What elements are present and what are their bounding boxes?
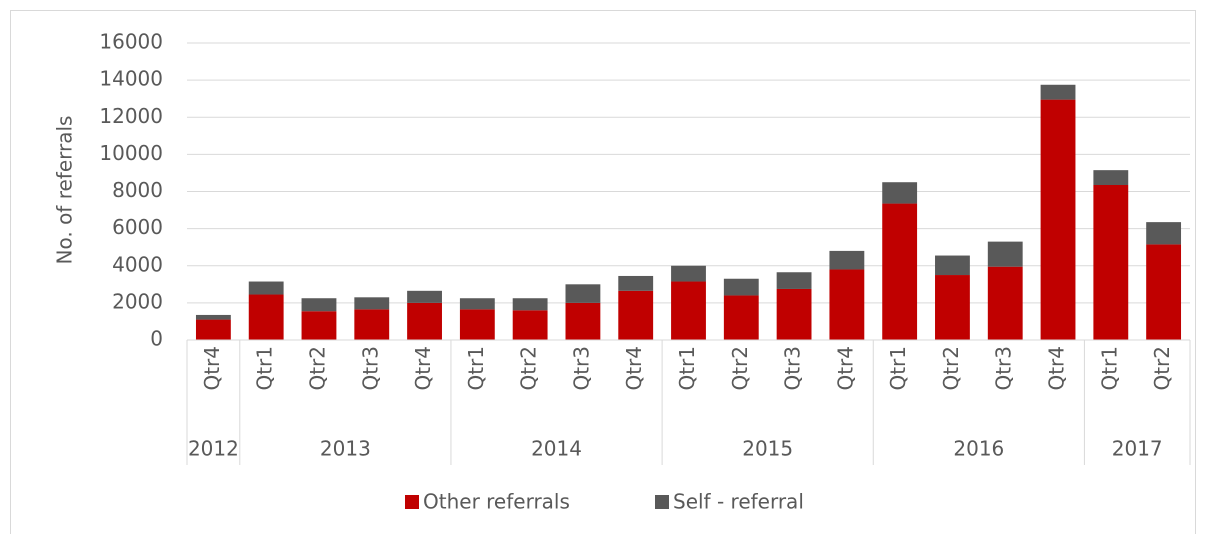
bar-segment (618, 275, 654, 291)
x-tick-label: Qtr4 (200, 346, 224, 391)
bar-segment (671, 281, 706, 340)
x-tick-label: Qtr2 (728, 346, 752, 391)
x-tick-label: Qtr1 (886, 346, 910, 391)
y-tick-label: 2000 (112, 289, 163, 313)
year-label: 2015 (742, 437, 793, 461)
x-tick-label: Qtr3 (781, 346, 805, 391)
bar-segment (459, 309, 495, 340)
bar-segment (512, 298, 548, 311)
x-tick-label: Qtr1 (1097, 346, 1121, 391)
bar-segment (301, 298, 337, 312)
bar-segment (407, 290, 442, 303)
bar-segment (882, 203, 918, 340)
y-tick-label: 10000 (99, 141, 163, 165)
bar-segment (1093, 185, 1129, 340)
x-tick-label: Qtr3 (992, 346, 1016, 391)
bar-segment (723, 295, 759, 340)
bar-segment (354, 309, 390, 340)
y-tick-label: 4000 (112, 252, 163, 276)
y-tick-label: 6000 (112, 215, 163, 239)
year-label: 2014 (531, 437, 582, 461)
bar-segment (987, 266, 1023, 340)
x-tick-label: Qtr2 (1150, 346, 1174, 391)
bar-segment (565, 302, 601, 340)
x-tick-label: Qtr1 (464, 346, 488, 391)
x-tick-label: Qtr4 (833, 346, 857, 391)
y-axis-label: No. of referrals (53, 116, 77, 265)
bar-segment (829, 250, 865, 270)
legend-label: Other referrals (423, 490, 570, 514)
x-tick-label: Qtr2 (517, 346, 541, 391)
y-tick-label: 14000 (99, 67, 163, 91)
legend-swatch (655, 495, 669, 509)
y-tick-label: 0 (150, 327, 163, 351)
bar-segment (776, 272, 812, 289)
year-label: 2012 (188, 437, 239, 461)
y-tick-label: 16000 (99, 30, 163, 54)
x-tick-label: Qtr1 (253, 346, 277, 391)
x-tick-label: Qtr1 (675, 346, 699, 391)
bar-segment (195, 319, 231, 340)
year-label: 2017 (1112, 437, 1163, 461)
bar-segment (354, 297, 390, 310)
y-tick-label: 12000 (99, 104, 163, 128)
bar-segment (723, 278, 759, 296)
year-label: 2016 (953, 437, 1004, 461)
bar-segment (1146, 244, 1182, 340)
bar-segment (407, 302, 442, 340)
year-label: 2013 (320, 437, 371, 461)
bar-segment (1093, 170, 1129, 186)
legend-label: Self - referral (673, 490, 804, 514)
x-tick-label: Qtr2 (305, 346, 329, 391)
bar-segment (671, 265, 706, 282)
bar-segment (829, 269, 865, 340)
bar-segment (1040, 99, 1076, 340)
legend-swatch (405, 495, 419, 509)
x-tick-label: Qtr2 (939, 346, 963, 391)
bar-segment (882, 182, 918, 204)
bar-segment (565, 284, 601, 303)
bar-segment (248, 281, 284, 295)
bar-segment (987, 241, 1023, 267)
bar-segment (1146, 222, 1182, 245)
y-tick-label: 8000 (112, 178, 163, 202)
bar-segment (301, 311, 337, 340)
x-tick-label: Qtr3 (358, 346, 382, 391)
bar-segment (618, 290, 654, 340)
x-tick-label: Qtr4 (622, 346, 646, 391)
x-tick-label: Qtr3 (569, 346, 593, 391)
bar-segment (935, 275, 970, 340)
bar-segment (1040, 84, 1076, 100)
chart-border (10, 10, 1196, 534)
bar-segment (776, 288, 812, 340)
bar-segment (459, 298, 495, 310)
x-tick-label: Qtr4 (1045, 346, 1069, 391)
bar-segment (195, 314, 231, 320)
bar-segment (512, 310, 548, 340)
bar-segment (248, 294, 284, 340)
x-tick-label: Qtr4 (411, 346, 435, 391)
bar-segment (935, 255, 970, 276)
